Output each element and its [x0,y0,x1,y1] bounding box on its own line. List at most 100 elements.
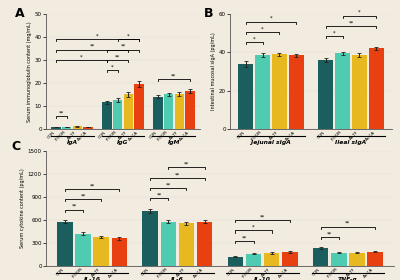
Text: CON: CON [98,130,107,139]
Bar [73,126,82,129]
Text: IL-1β: IL-1β [84,277,101,280]
Text: *: * [270,16,272,21]
Bar [352,55,367,129]
Text: **: ** [345,221,350,226]
Text: CON: CON [47,130,56,139]
Text: **: ** [171,73,176,78]
Text: CON: CON [226,267,236,276]
Bar [255,55,270,129]
Text: A: A [15,7,25,20]
Text: Ileal sIgA: Ileal sIgA [335,140,366,145]
Text: P-CON: P-CON [55,130,67,142]
Text: As-TF: As-TF [346,267,357,278]
Text: IgG: IgG [117,140,129,145]
Text: **: ** [72,204,77,209]
Bar [272,54,287,129]
Bar [246,254,262,266]
Bar [134,84,144,129]
Bar [124,94,133,129]
Text: As-CA: As-CA [128,130,139,141]
Bar [142,211,158,266]
Text: IL-10: IL-10 [254,277,271,280]
Bar [196,221,212,266]
Text: As-CA: As-CA [365,130,376,141]
Text: As-CA: As-CA [363,267,375,279]
Text: As-CA: As-CA [77,130,88,141]
Text: B: B [204,7,214,20]
Text: **: ** [90,44,95,49]
Y-axis label: Serum cytokine content (pg/mL): Serum cytokine content (pg/mL) [20,169,25,248]
Bar [312,248,328,266]
Text: *: * [80,54,83,59]
Text: *: * [333,31,336,36]
Text: IL-6: IL-6 [171,277,184,280]
Text: CON: CON [141,267,150,276]
Bar [185,91,195,129]
Text: P-CON: P-CON [326,267,338,279]
Bar [349,253,364,266]
Bar [174,94,184,129]
Text: **: ** [59,110,64,115]
Text: P-CON: P-CON [330,130,342,142]
Text: P-CON: P-CON [156,130,168,142]
Text: As-TF: As-TF [118,130,128,141]
Text: TNF-α: TNF-α [338,277,358,280]
Bar [164,94,173,129]
Text: P-CON: P-CON [106,130,118,142]
Text: **: ** [327,231,332,236]
Bar [367,252,383,266]
Y-axis label: Serum immunoglobulin content (mg/mL): Serum immunoglobulin content (mg/mL) [27,21,32,122]
Bar [62,127,72,129]
Text: P-CON: P-CON [242,267,254,279]
Text: **: ** [157,193,162,198]
Text: P-CON: P-CON [71,267,83,279]
Text: As-TF: As-TF [261,267,272,278]
Text: **: ** [242,235,247,240]
Text: P-CON: P-CON [156,267,168,279]
Bar [84,127,93,129]
Text: CON: CON [236,130,246,139]
Bar [282,252,298,266]
Bar [264,253,280,266]
Bar [94,237,109,266]
Text: As-TF: As-TF [67,130,78,141]
Text: *: * [111,65,114,70]
Bar [335,53,350,129]
Text: *: * [252,225,255,230]
Bar [112,239,128,266]
Bar [228,257,244,266]
Text: **: ** [166,183,171,188]
Bar [113,100,122,129]
Bar [102,102,112,129]
Text: CON: CON [311,267,320,276]
Bar [369,48,384,129]
Bar [160,221,176,266]
Text: *: * [127,34,130,39]
Bar [238,64,253,129]
Text: **: ** [115,54,120,59]
Text: **: ** [175,172,180,177]
Text: As-CA: As-CA [193,267,204,279]
Text: CON: CON [316,130,326,139]
Text: *: * [358,10,361,15]
Bar [76,234,91,266]
Text: C: C [11,140,20,153]
Text: **: ** [81,194,86,199]
Bar [57,221,73,266]
Bar [289,55,304,129]
Text: As-CA: As-CA [278,267,290,279]
Text: *: * [253,37,256,42]
Bar [178,223,194,266]
Text: As-TF: As-TF [169,130,179,141]
Text: IgM: IgM [168,140,180,145]
Text: CON: CON [56,267,65,276]
Text: As-TF: As-TF [176,267,186,278]
Text: As-CA: As-CA [178,130,190,141]
Text: **: ** [120,44,126,49]
Text: *: * [96,34,99,39]
Text: As-CA: As-CA [285,130,296,141]
Text: **: ** [260,214,265,220]
Text: As-TF: As-TF [349,130,359,141]
Text: **: ** [90,183,95,188]
Text: P-CON: P-CON [250,130,263,142]
